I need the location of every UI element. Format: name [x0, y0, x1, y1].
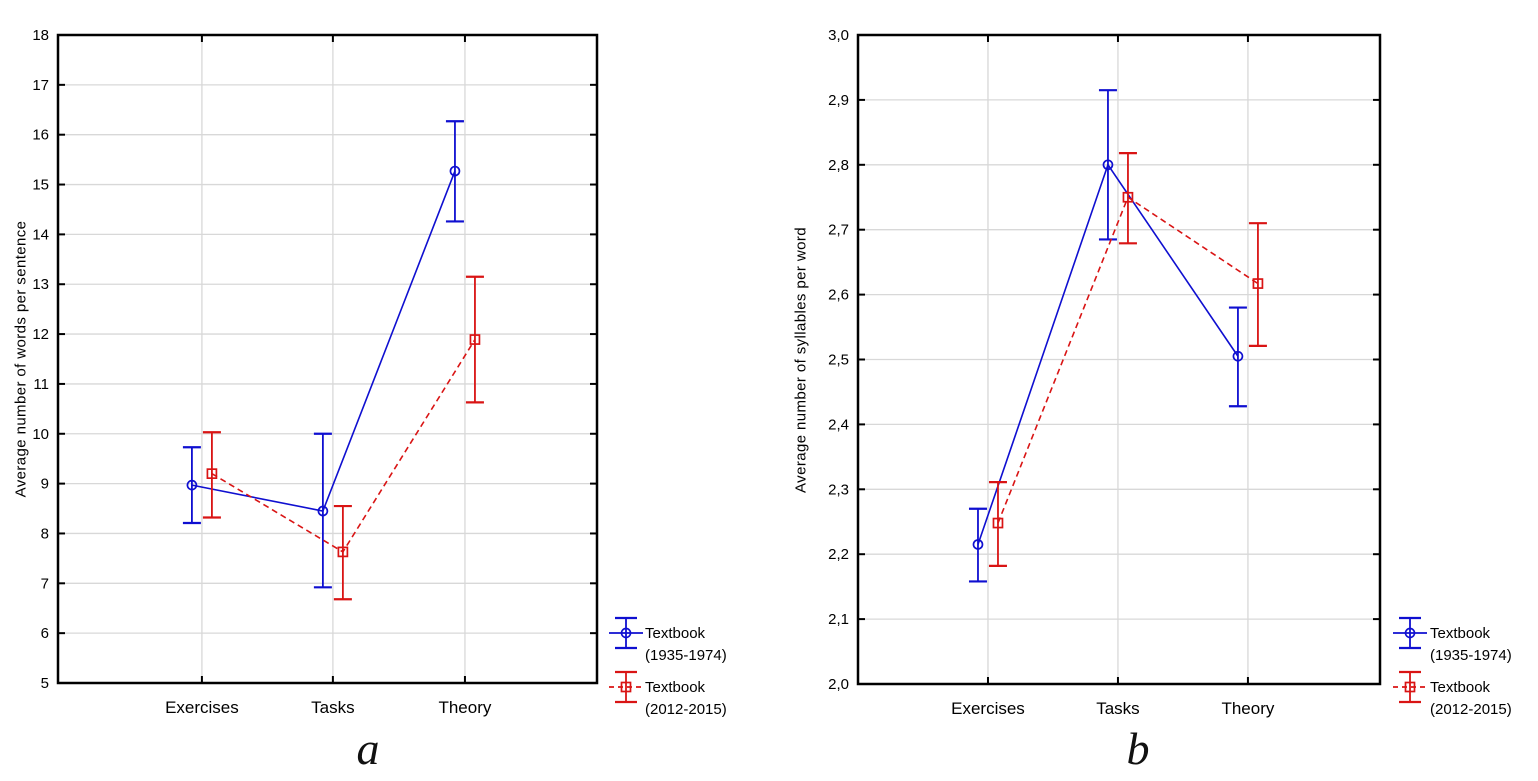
plot-border — [56, 33, 599, 685]
y-gridlines — [858, 99, 1380, 620]
data-point-marker — [186, 479, 198, 491]
series-textbook-1935-1974 — [182, 120, 464, 589]
data-point-marker — [449, 165, 461, 177]
legend: Textbook (1935-1974) Textbook (2012-2015) — [1393, 616, 1512, 718]
y-tick-label: 15 — [32, 177, 49, 194]
x-category-label: Theory — [1221, 699, 1274, 718]
legend-label-line1: Textbook — [645, 625, 706, 642]
y-tick-label: 2,2 — [828, 546, 849, 563]
y-tick-label: 6 — [41, 625, 49, 642]
y-tick-label: 8 — [41, 525, 49, 542]
y-tick-label: 2,9 — [828, 92, 849, 109]
panel-a-caption: a — [356, 723, 380, 774]
x-category-label: Tasks — [311, 698, 354, 717]
y-tick-label: 10 — [32, 426, 49, 443]
legend-label-line1: Textbook — [1430, 679, 1491, 696]
y-tick-label: 7 — [41, 575, 49, 592]
data-point-marker — [317, 505, 329, 517]
y-tick-label: 2,7 — [828, 222, 849, 239]
error-bar — [182, 446, 201, 525]
x-category-label: Theory — [438, 698, 491, 717]
x-category-label: Exercises — [165, 698, 239, 717]
error-bar — [1248, 222, 1267, 347]
error-bar — [333, 504, 352, 601]
legend-label-line2: (2012-2015) — [645, 701, 727, 718]
y-tick-label: 17 — [32, 77, 49, 94]
panel-b: 2,0 2,1 2,2 2,3 2,4 2,5 2,6 2,7 2,8 2,9 3,0 Exercis… — [770, 0, 1538, 781]
data-point-marker — [206, 468, 218, 479]
panel-a: 5 6 7 8 9 10 11 12 13 14 15 16 17 18 Exercises Tasks The… — [12, 27, 727, 774]
y-axis-ticks — [58, 34, 597, 684]
x-axis-ticks — [200, 35, 466, 683]
y-tick-label: 12 — [32, 326, 49, 343]
x-category-labels: Exercises Tasks Theory — [165, 698, 492, 717]
data-point-marker — [992, 517, 1004, 529]
legend-label-line1: Textbook — [1430, 625, 1491, 642]
y-tick-label: 2,0 — [828, 676, 849, 693]
data-point-marker — [1102, 159, 1114, 171]
legend-entry-textbook-2012-2015: Textbook (2012-2015) — [609, 670, 727, 718]
panel-b-y-axis-label: Average number of syllables per word — [792, 227, 810, 493]
error-bar — [202, 431, 221, 519]
x-category-label: Exercises — [951, 699, 1025, 718]
y-tick-label: 2,3 — [828, 481, 849, 498]
x-gridlines — [201, 35, 466, 683]
panel-b-plot: 2,0 2,1 2,2 2,3 2,4 2,5 2,6 2,7 2,8 2,9 3,0 Exercis… — [828, 27, 1512, 718]
y-tick-labels: 2,0 2,1 2,2 2,3 2,4 2,5 2,6 2,7 2,8 2,9 3,0 — [828, 27, 849, 693]
legend-label-line2: (2012-2015) — [1430, 701, 1512, 718]
y-tick-label: 9 — [41, 476, 49, 493]
panel-b-caption: b — [1126, 723, 1150, 774]
legend-label-line2: (1935-1974) — [1430, 647, 1512, 664]
panel-a-y-axis-label: Average number of words per sentence — [12, 220, 30, 498]
data-point-marker — [1252, 278, 1264, 289]
error-bar — [1098, 89, 1117, 241]
data-point-marker — [469, 334, 481, 345]
error-bar — [1228, 306, 1247, 408]
legend-entry-textbook-2012-2015: Textbook (2012-2015) — [1393, 670, 1512, 718]
x-gridlines — [987, 35, 1249, 684]
series-textbook-1935-1974 — [968, 89, 1247, 583]
x-axis-ticks — [986, 35, 1249, 684]
y-tick-label: 2,5 — [828, 352, 849, 369]
y-tick-labels: 5 6 7 8 9 10 11 12 13 14 15 16 17 18 — [32, 27, 49, 692]
legend-entry-textbook-1935-1974: Textbook (1935-1974) — [609, 616, 727, 664]
y-tick-label: 5 — [41, 675, 49, 692]
y-tick-label: 14 — [32, 226, 49, 243]
y-tick-label: 16 — [32, 127, 49, 144]
legend-entry-textbook-1935-1974: Textbook (1935-1974) — [1393, 616, 1512, 664]
y-tick-label: 13 — [32, 276, 49, 293]
series-textbook-2012-2015 — [988, 152, 1267, 567]
y-tick-label: 3,0 — [828, 27, 849, 44]
error-bar — [988, 481, 1007, 567]
error-bar — [313, 432, 332, 589]
y-tick-label: 2,6 — [828, 287, 849, 304]
y-tick-label: 2,4 — [828, 416, 849, 433]
y-tick-label: 2,8 — [828, 157, 849, 174]
x-category-labels: Exercises Tasks Theory — [951, 699, 1275, 718]
y-gridlines — [58, 84, 597, 634]
series-textbook-2012-2015 — [202, 275, 484, 601]
data-point-marker — [1232, 350, 1244, 362]
error-bar — [445, 120, 464, 223]
data-point-marker — [337, 546, 349, 558]
y-tick-label: 18 — [32, 27, 49, 44]
error-bar — [968, 507, 987, 583]
y-axis-ticks — [858, 34, 1380, 685]
legend: Textbook (1935-1974) Textbook (2012-2015) — [609, 616, 727, 718]
data-point-marker — [972, 539, 984, 550]
error-bar — [465, 275, 484, 404]
y-tick-label: 11 — [33, 376, 49, 393]
x-category-label: Tasks — [1096, 699, 1139, 718]
y-tick-label: 2,1 — [828, 611, 849, 628]
data-point-marker — [1122, 191, 1134, 203]
legend-label-line1: Textbook — [645, 679, 706, 696]
legend-label-line2: (1935-1974) — [645, 647, 727, 664]
error-bar — [1118, 152, 1137, 245]
panel-a-plot: 5 6 7 8 9 10 11 12 13 14 15 16 17 18 Exercises Tasks The… — [32, 27, 727, 718]
